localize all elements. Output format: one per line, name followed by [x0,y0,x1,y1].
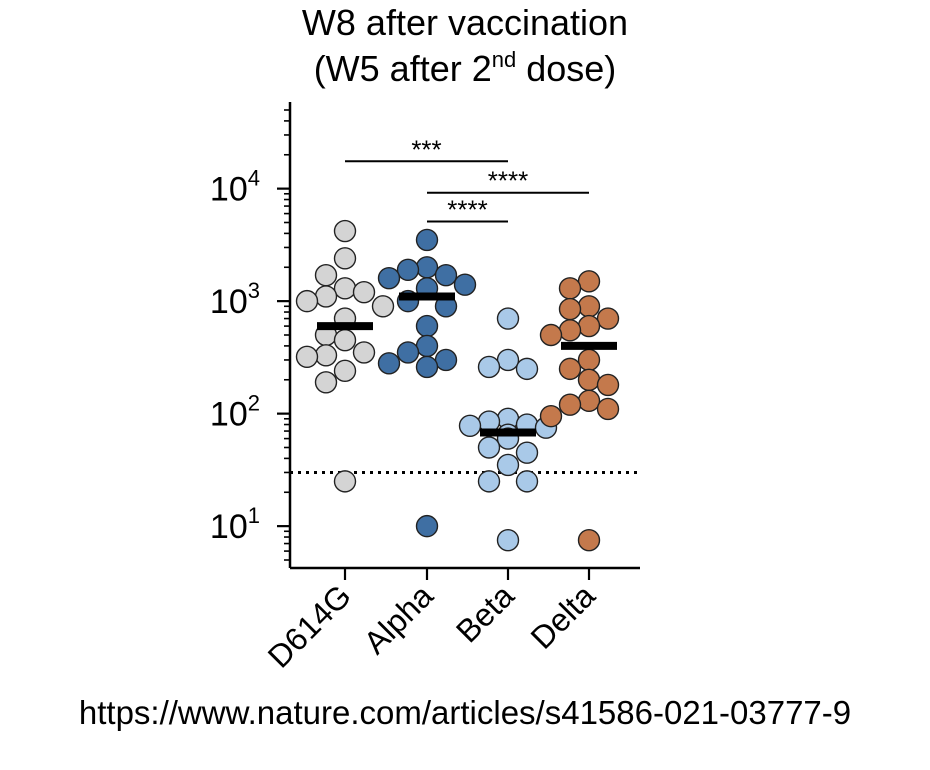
chart-title-line1: W8 after vaccination [301,2,629,43]
chart-title-line2: (W5 after 2nd dose) [0,48,930,90]
data-point-beta [515,357,539,381]
data-point-delta [558,319,582,342]
y-tick-label: 103 [210,278,260,321]
data-point-delta [539,404,563,428]
data-point-d614g [333,470,357,493]
data-point-alpha [396,258,420,281]
significance-label: **** [447,195,487,225]
data-point-d614g [333,328,357,352]
data-point-beta [515,470,539,493]
data-point-d614g [295,345,319,369]
data-point-delta [596,307,620,330]
data-point-beta [477,470,501,493]
data-point-d614g [295,289,319,313]
data-point-beta [496,348,520,372]
x-tick-label: Delta [524,577,602,655]
data-point-delta [558,357,582,381]
data-point-d614g [333,219,357,243]
data-point-delta [577,295,601,318]
data-point-beta [496,453,520,477]
data-point-d614g [314,344,338,367]
x-tick-label: D614G [261,577,358,674]
data-point-beta [458,414,482,437]
title-line2-suffix: dose) [516,48,617,89]
data-point-d614g [371,295,395,318]
data-point-alpha [415,256,439,279]
data-point-alpha [377,352,401,375]
data-point-alpha [453,273,477,296]
data-point-delta [539,323,563,347]
data-point-d614g [314,264,338,287]
x-tick-label: Alpha [357,577,440,660]
data-point-delta [577,528,601,552]
data-point-delta [577,389,601,413]
data-point-d614g [333,247,357,270]
data-point-delta [558,297,582,321]
data-point-delta [577,270,601,293]
data-point-alpha [434,264,458,287]
data-point-beta [515,441,539,464]
x-tick-label: Beta [449,577,521,649]
data-point-delta [558,277,582,300]
data-point-delta [596,397,620,421]
data-point-d614g [333,359,357,383]
y-tick-label: 102 [210,391,260,434]
data-point-delta [577,368,601,391]
data-point-alpha [415,228,439,252]
data-point-d614g [314,371,338,394]
data-point-beta [477,436,501,459]
significance-label: **** [488,166,528,196]
data-point-alpha [415,334,439,358]
data-point-delta [558,393,582,416]
data-point-beta [496,528,520,552]
data-point-d614g [352,281,376,304]
source-url: https://www.nature.com/articles/s41586-0… [78,694,852,731]
data-point-beta [477,355,501,379]
data-point-delta [596,373,620,397]
title-line2-prefix: (W5 after 2 [313,48,492,89]
data-point-alpha [415,314,439,338]
data-point-beta [496,307,520,330]
data-point-alpha [415,355,439,379]
data-point-alpha [396,341,420,364]
data-point-alpha [434,348,458,372]
data-point-d614g [333,277,357,300]
data-point-alpha [377,266,401,290]
data-point-alpha [415,514,439,538]
y-tick-label: 101 [210,503,260,546]
title-line2-superscript: nd [491,47,517,72]
data-point-d614g [314,285,338,308]
data-point-delta [577,314,601,338]
y-tick-label: 104 [210,166,260,209]
significance-label: *** [411,134,441,164]
data-point-delta [577,348,601,372]
data-point-d614g [352,341,376,364]
